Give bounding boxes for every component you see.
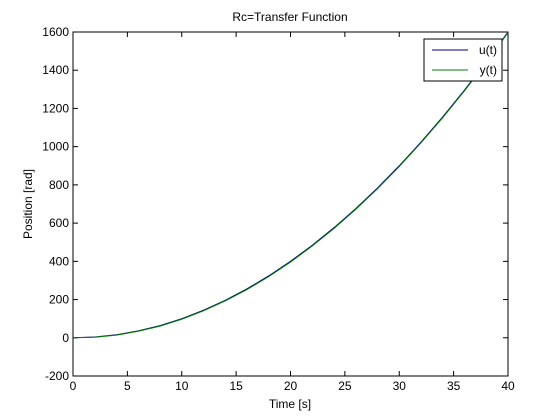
y-tick-label: 0 (62, 331, 69, 345)
legend-label-u: u(t) (479, 43, 497, 57)
y-tick-label: 1000 (42, 140, 69, 154)
y-tick-label: 1200 (42, 101, 69, 115)
x-axis-label: Time [s] (269, 397, 311, 411)
x-tick-label: 40 (501, 379, 515, 393)
series-layer (72, 31, 509, 339)
tick-layer: 0 5 10 15 20 25 30 35 40-20002004006008001000120… (42, 25, 515, 393)
x-tick-label: 15 (229, 379, 243, 393)
legend-label-y: y(t) (480, 63, 497, 77)
plot-area (72, 31, 509, 377)
y-tick-label: 1400 (42, 63, 69, 77)
x-tick-label: 0 (70, 379, 77, 393)
legend-box (423, 38, 503, 82)
x-tick-label: 20 (284, 379, 298, 393)
y-tick-label: 400 (49, 254, 69, 268)
x-tick-label: 35 (447, 379, 461, 393)
x-tick-label: 30 (393, 379, 407, 393)
y-tick-label: 800 (49, 178, 69, 192)
x-tick-label: 25 (338, 379, 352, 393)
y-tick-label: 600 (49, 216, 69, 230)
y-tick-label: 1600 (42, 25, 69, 39)
chart-title: Rc=Transfer Function (232, 10, 347, 24)
x-tick-label: 5 (124, 379, 131, 393)
series-line-y (72, 32, 509, 339)
y-tick-label: 200 (49, 293, 69, 307)
legend: u(t) y(t) (423, 38, 503, 82)
y-axis-label: Position [rad] (21, 169, 35, 239)
x-tick-label: 10 (175, 379, 189, 393)
y-tick-label: -200 (45, 369, 69, 383)
